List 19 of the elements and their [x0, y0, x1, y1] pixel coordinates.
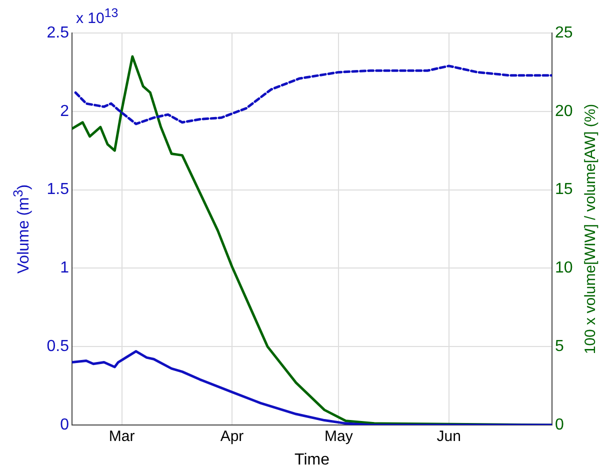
y-tick-label: 1.5 — [46, 181, 70, 198]
x-axis-title: Time — [294, 451, 330, 468]
y2-tick-label: 15 — [555, 181, 573, 198]
y-tick-label: 1 — [60, 260, 70, 277]
x-tick-label: Mar — [108, 428, 135, 446]
y2-tick-label: 25 — [555, 24, 573, 42]
text: x 10$^{13}$ — [76, 6, 118, 27]
y-tick-label: 0.5 — [46, 338, 70, 356]
y-tick-label: 2 — [60, 102, 70, 120]
x-tick-label: Apr — [220, 428, 244, 446]
x-tick-label: Jun — [436, 428, 461, 446]
y2-tick-label: 5 — [555, 338, 564, 356]
y-tick-label: 0 — [60, 416, 70, 434]
y-tick-label: 2.5 — [46, 24, 70, 42]
y2-tick-label: 0 — [555, 416, 564, 434]
y2-tick-label: 10 — [555, 260, 573, 277]
y2-tick-label: 20 — [555, 102, 573, 120]
x-tick-label: May — [324, 428, 354, 446]
y2-axis-title: 100 x volume[WIW] / volume[AW] (%) — [582, 104, 600, 354]
